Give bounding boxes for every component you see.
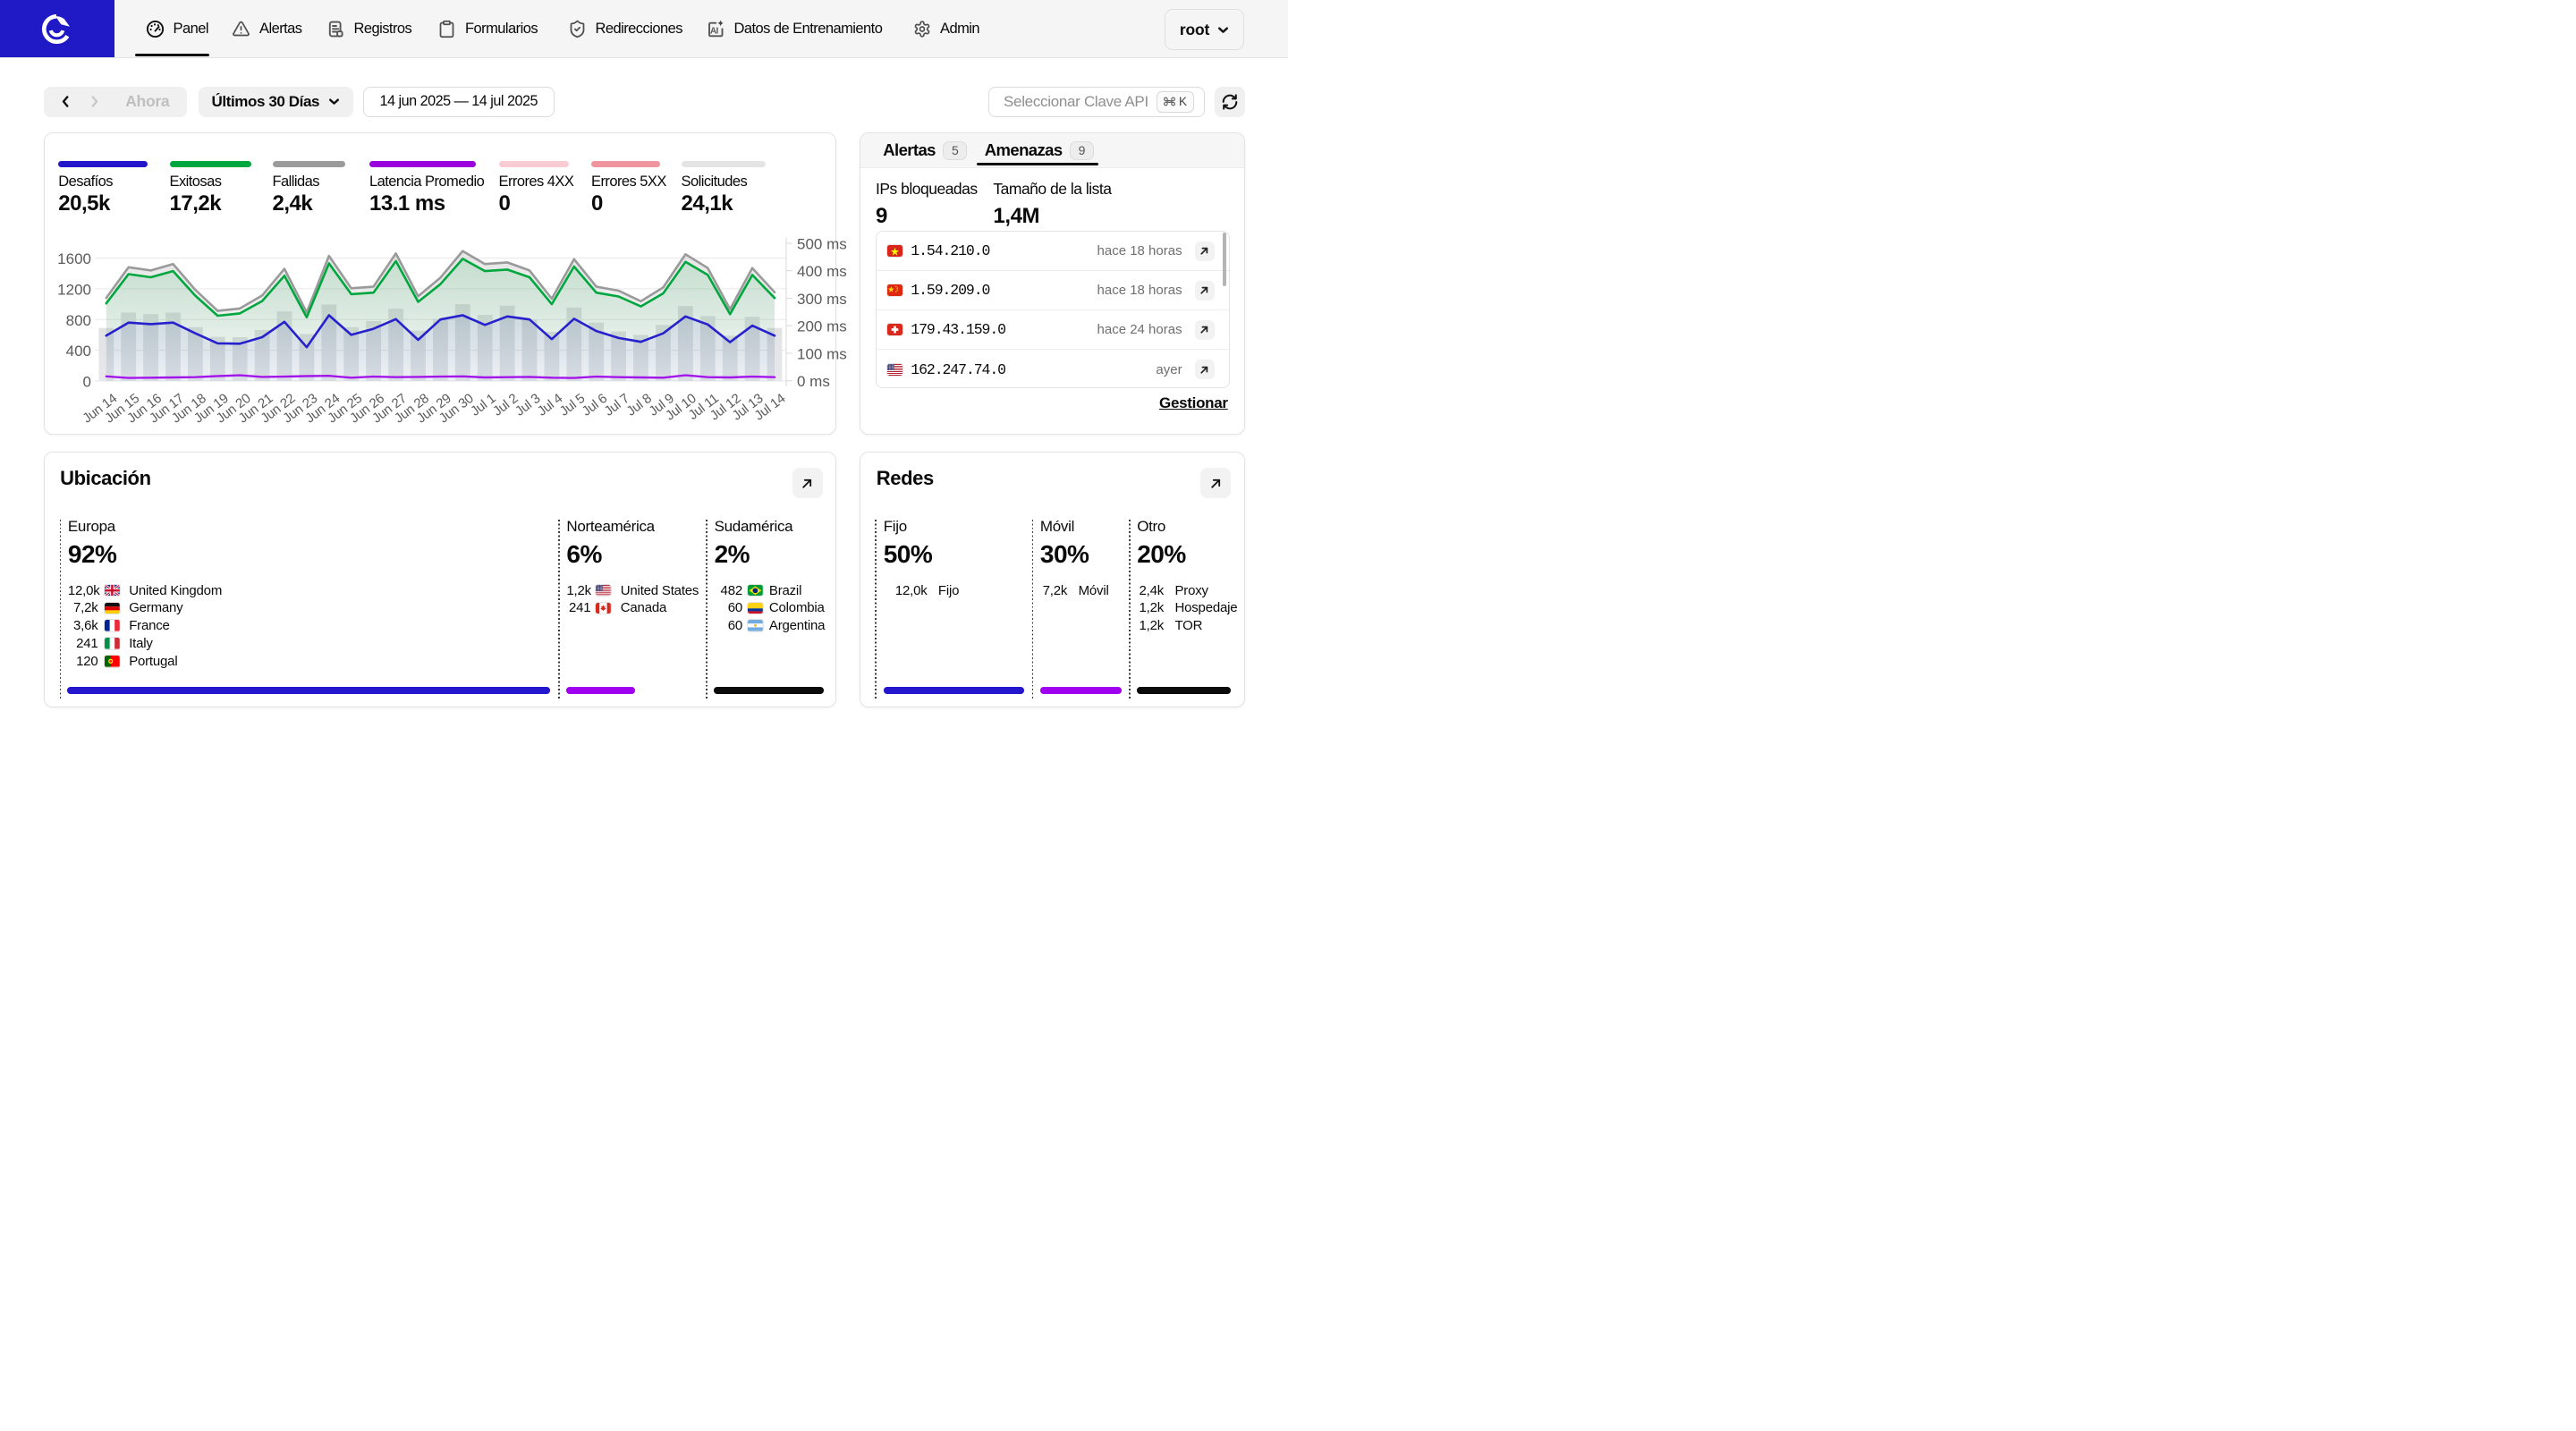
svg-text:300 ms: 300 ms xyxy=(797,291,847,308)
svg-text:0 ms: 0 ms xyxy=(797,373,830,390)
svg-text:1200: 1200 xyxy=(57,281,91,298)
svg-text:200 ms: 200 ms xyxy=(797,318,847,335)
svg-text:100 ms: 100 ms xyxy=(797,346,847,363)
svg-text:1600: 1600 xyxy=(57,250,91,267)
svg-text:500 ms: 500 ms xyxy=(797,236,847,253)
svg-text:0: 0 xyxy=(82,374,90,391)
svg-text:400 ms: 400 ms xyxy=(797,263,847,280)
svg-text:400: 400 xyxy=(65,343,90,360)
svg-text:AI: AI xyxy=(709,26,718,36)
svg-text:800: 800 xyxy=(65,312,90,329)
